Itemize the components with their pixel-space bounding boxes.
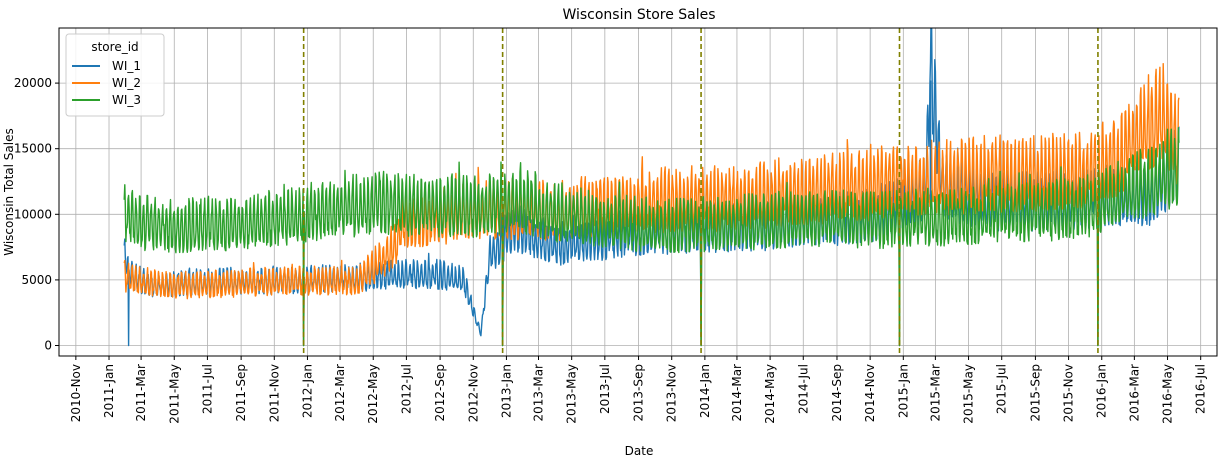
holiday-lines [302,28,1099,356]
y-axis: 0 5000 10000 15000 20000 [14,76,59,353]
x-tick-label: 2016-Jul [1194,364,1208,414]
x-tick-label: 2015-Jul [995,364,1009,414]
x-tick-label: 2015-Nov [1062,364,1076,422]
x-tick-label: 2011-Jan [102,364,116,418]
x-tick-label: 2014-May [763,364,777,424]
x-tick-label: 2011-May [167,364,181,424]
series-line-wi-2 [123,63,1180,347]
series-line-wi-3 [123,127,1180,347]
x-tick-label: 2012-Nov [466,364,480,422]
x-tick-label: 2015-Mar [928,364,942,422]
y-tick-label: 5000 [21,273,52,287]
x-tick-label: 2013-Sep [632,364,646,422]
x-tick-label: 2013-May [565,364,579,424]
y-tick-label: 0 [44,339,52,353]
y-axis-title: Wisconsin Total Sales [2,128,16,256]
x-tick-label: 2011-Jul [200,364,214,414]
legend-items: WI_1 WI_2 WI_3 [72,59,141,107]
x-tick-label: 2012-Jan [300,364,314,418]
y-tick-label: 15000 [14,142,52,156]
x-tick-label: 2011-Mar [134,364,148,422]
x-tick-label: 2013-Jul [598,364,612,414]
y-tick-label: 10000 [14,207,52,221]
x-tick-label: 2014-Nov [863,364,877,422]
x-tick-label: 2010-Nov [69,364,83,422]
x-tick-label: 2016-Mar [1127,364,1141,422]
y-tick-label: 20000 [14,76,52,90]
x-tick-label: 2016-Jan [1095,364,1109,418]
x-tick-label: 2015-Sep [1028,364,1042,422]
x-tick-label: 2011-Sep [234,364,248,422]
x-tick-label: 2012-Sep [433,364,447,422]
plot-frame [58,27,1218,357]
x-tick-label: 2016-May [1161,364,1175,424]
x-tick-label: 2014-Jan [698,364,712,418]
chart-title: Wisconsin Store Sales [562,7,715,23]
x-tick-label: 2012-May [366,364,380,424]
legend-label: WI_3 [112,93,141,107]
legend-title: store_id [91,40,138,54]
series-group [123,28,1180,347]
x-tick-label: 2012-Mar [333,364,347,422]
x-tick-label: 2013-Jan [499,364,513,418]
x-tick-label: 2015-Jan [896,364,910,418]
plot-area [123,28,1180,356]
x-tick-label: 2014-Mar [730,364,744,422]
x-tick-label: 2014-Sep [830,364,844,422]
x-tick-label: 2013-Mar [532,364,546,422]
x-tick-label: 2015-May [962,364,976,424]
x-axis-title: Date [625,444,654,458]
x-tick-label: 2011-Nov [267,364,281,422]
legend: store_id WI_1 WI_2 WI_3 [65,33,165,117]
x-axis: 2010-Nov 2011-Jan 2011-Mar 2011-May 2011-Jul… [69,356,1208,424]
x-tick-label: 2013-Nov [665,364,679,422]
legend-box [65,33,165,117]
legend-label: WI_1 [112,59,141,73]
x-tick-label: 2012-Jul [399,364,413,414]
x-tick-label: 2014-Jul [796,364,810,414]
legend-label: WI_2 [112,76,141,90]
